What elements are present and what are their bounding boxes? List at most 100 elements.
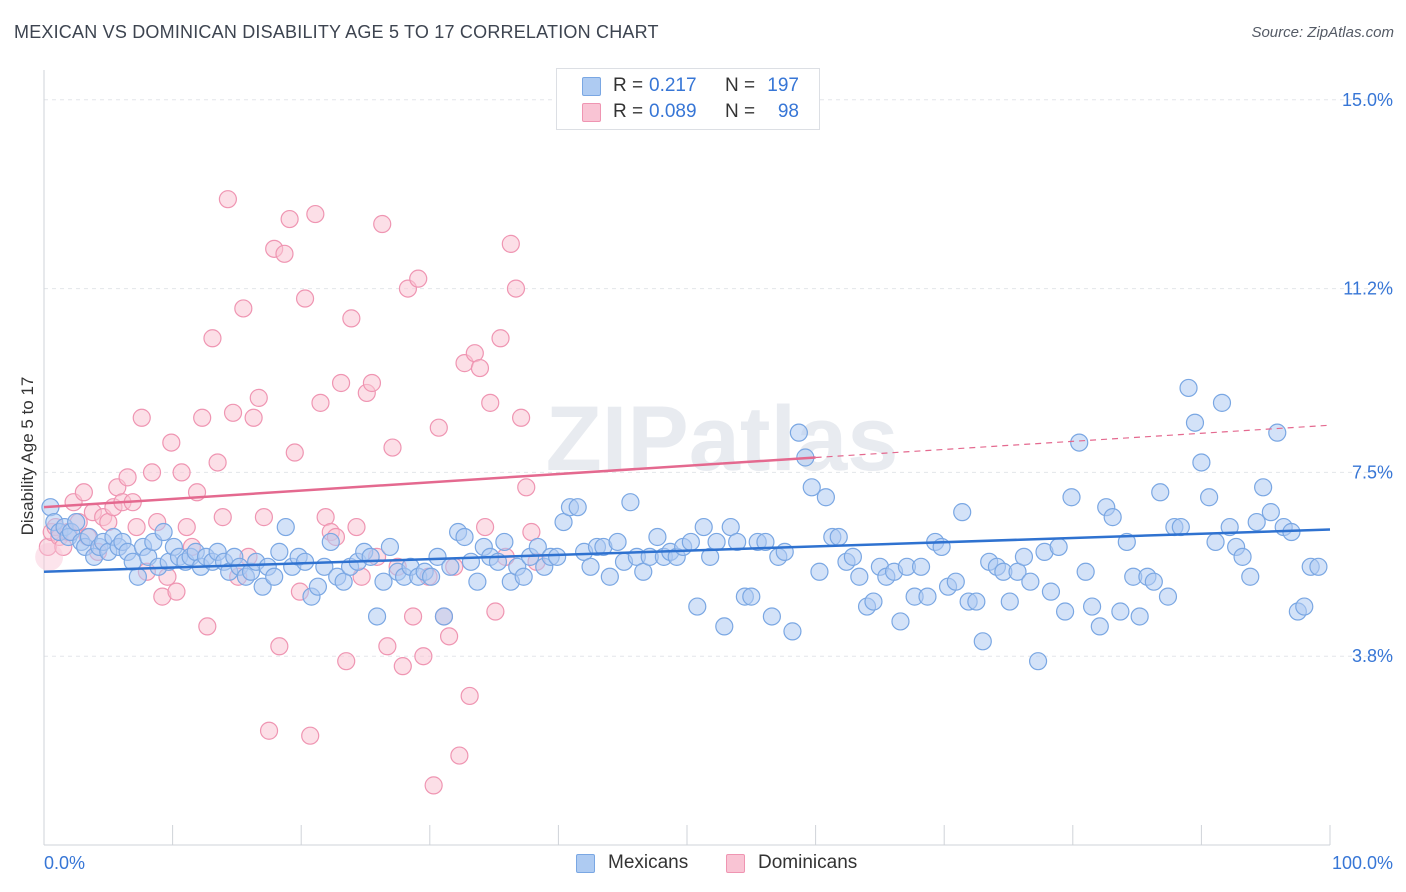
- dominicans-point: [491, 329, 510, 348]
- mexicans-point: [581, 557, 600, 576]
- dominicans-point: [450, 746, 469, 765]
- y-tick-label: 3.8%: [1352, 646, 1393, 666]
- dominicans-point: [142, 463, 162, 482]
- mexicans-point: [1090, 617, 1109, 636]
- dominicans-point: [517, 478, 536, 497]
- dominicans-point: [213, 508, 232, 527]
- mexicans-trend-line: [43, 528, 1331, 574]
- mexicans-point: [688, 597, 707, 616]
- mexicans-point: [568, 498, 587, 517]
- dominicans-point: [362, 373, 382, 393]
- dominicans-point: [285, 443, 304, 462]
- r-value: 0.089: [649, 101, 697, 122]
- dominicans-point: [275, 244, 294, 263]
- dominicans-point: [132, 408, 151, 427]
- mexicans-legend-swatch: [576, 854, 595, 873]
- mexicans-point: [1014, 547, 1034, 566]
- mexicans-point: [1185, 413, 1205, 432]
- grid-lines: [44, 99, 1392, 657]
- mexicans-point: [380, 537, 400, 557]
- dominicans-point: [311, 393, 330, 412]
- mexicans-point: [1028, 652, 1048, 671]
- mexicans-point: [742, 587, 761, 606]
- y-tick-label: 11.2%: [1343, 279, 1393, 299]
- mexicans-point: [843, 547, 862, 566]
- mexicans-point: [1055, 602, 1075, 621]
- mexicans-point: [428, 547, 447, 566]
- mexicans-point: [461, 552, 481, 571]
- axes: [43, 70, 1331, 846]
- y-tick-label: 15.0%: [1342, 90, 1393, 110]
- dominicans-point: [331, 373, 351, 393]
- dominicans-point: [244, 408, 263, 427]
- n-label: N =: [725, 101, 756, 122]
- dominicans-point: [512, 408, 531, 427]
- mexicans-point: [441, 557, 460, 576]
- dominicans-point: [460, 686, 479, 706]
- mexicans-point: [715, 617, 734, 636]
- mexicans-point: [1220, 517, 1239, 537]
- mexicans-point: [1117, 532, 1136, 552]
- chart-source: Source: ZipAtlas.com: [1251, 24, 1394, 41]
- legend-row-mexicans: R = 0.217 N = 197: [557, 74, 819, 100]
- mexicans-point: [1200, 488, 1219, 507]
- dominicans-swatch: [582, 103, 601, 122]
- mexicans-point: [154, 522, 173, 542]
- legend-row-dominicans: R = 0.089 N = 98: [557, 100, 819, 126]
- r-label: R =: [613, 75, 644, 96]
- mexicans-point: [756, 532, 775, 552]
- mexicans-point: [1206, 532, 1225, 552]
- dominicans-point: [203, 329, 222, 348]
- mexicans-point: [270, 542, 289, 561]
- mexicans-swatch: [582, 77, 601, 96]
- mexicans-point: [1111, 602, 1130, 621]
- r-value: 0.217: [649, 75, 697, 96]
- mexicans-point: [810, 562, 829, 581]
- mexicans-point: [253, 577, 272, 596]
- mexicans-point: [953, 503, 972, 522]
- dominicans-point: [481, 393, 500, 412]
- mexicans-point: [850, 567, 869, 586]
- dominicans-point: [378, 637, 397, 656]
- mexicans-point: [802, 478, 821, 497]
- mexicans-point: [1021, 572, 1040, 591]
- mexicans-point: [1309, 557, 1328, 576]
- dominicans-point: [403, 607, 423, 626]
- mexicans-point: [421, 567, 441, 586]
- dominicans-point: [118, 468, 137, 487]
- tick-labels: 3.8% 7.5% 11.2% 15.0% 0.0% 100.0%: [44, 90, 1393, 873]
- dominicans-point: [280, 209, 299, 229]
- watermark: ZIPatlas: [546, 388, 899, 490]
- dominicans-legend-label: Dominicans: [758, 852, 858, 873]
- mexicans-point: [1212, 393, 1232, 412]
- mexicans-point: [374, 572, 393, 591]
- dominicans-point: [501, 234, 520, 253]
- dominicans-point: [373, 214, 392, 234]
- mexicans-point: [694, 517, 713, 537]
- mexicans-point: [891, 612, 910, 631]
- dominicans-point: [162, 433, 181, 452]
- mexicans-point: [1192, 453, 1211, 472]
- dominicans-point: [198, 617, 217, 636]
- dominicans-legend-swatch: [726, 854, 745, 873]
- mexicans-point: [816, 488, 835, 507]
- dominicans-point: [342, 309, 361, 328]
- mexicans-point: [1151, 483, 1170, 502]
- mexicans-point: [608, 532, 627, 552]
- mexicans-point: [468, 572, 487, 591]
- dominicans-trend-extension: [815, 424, 1331, 459]
- mexicans-point: [1062, 488, 1081, 507]
- dominicans-point: [218, 190, 237, 209]
- dominicans-point: [424, 776, 443, 795]
- mexicans-point: [762, 607, 781, 626]
- mexicans-point: [1130, 607, 1149, 626]
- dominicans-point: [337, 652, 356, 671]
- dominicans-point: [249, 388, 268, 407]
- mexicans-legend-label: Mexicans: [608, 852, 689, 873]
- mexicans-point: [1070, 433, 1089, 452]
- mexicans-point: [548, 547, 567, 566]
- dominicans-point: [254, 508, 274, 527]
- mexicans-point: [1247, 512, 1266, 532]
- dominicans-point: [486, 602, 505, 621]
